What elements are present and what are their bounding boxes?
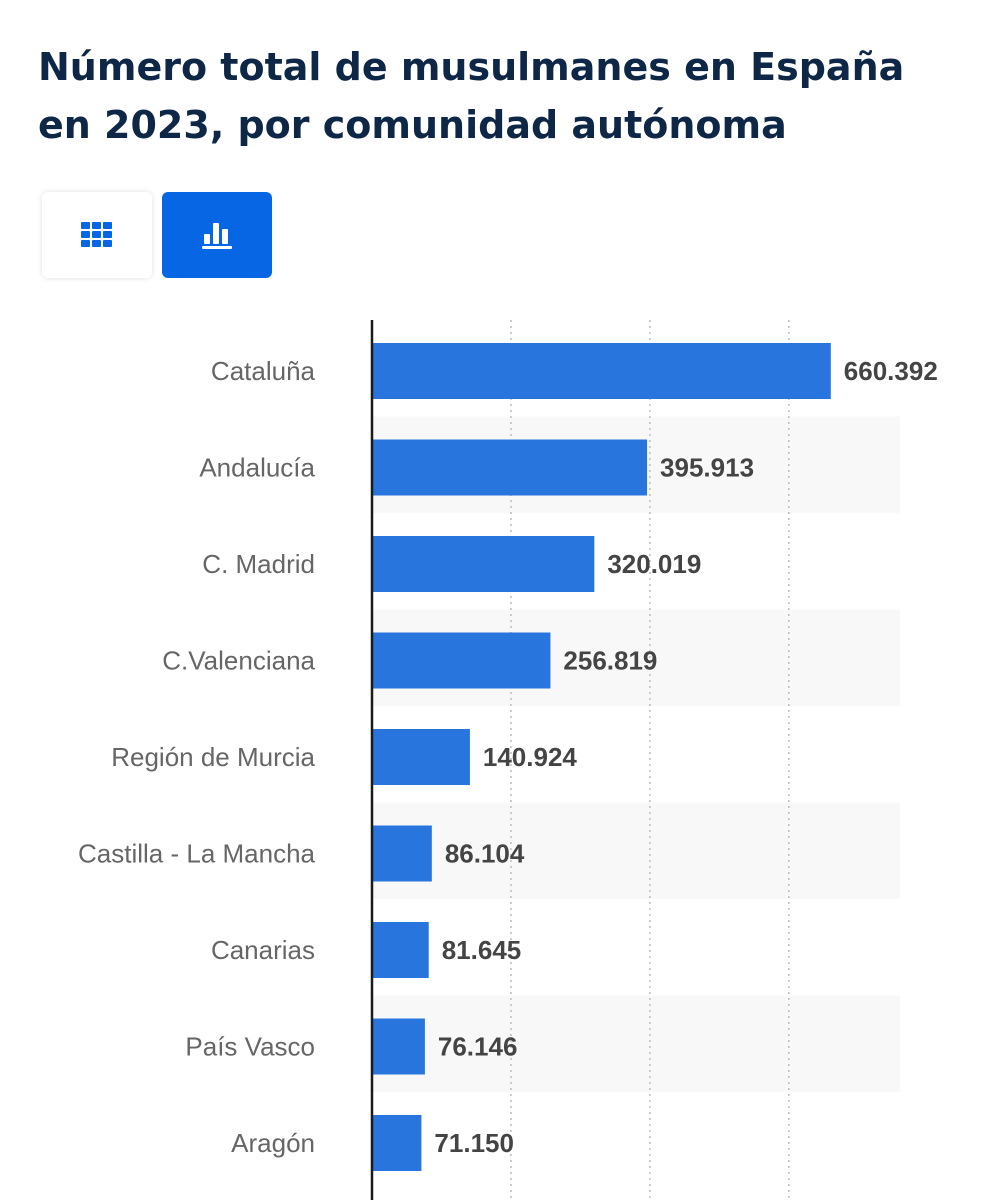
category-label: Aragón — [231, 1128, 315, 1158]
bar — [372, 825, 432, 882]
bar — [372, 632, 551, 689]
row-band — [372, 802, 900, 899]
category-label: País Vasco — [185, 1032, 315, 1062]
bar — [372, 536, 595, 592]
table-view-button[interactable] — [42, 192, 152, 278]
value-label: 660.392 — [844, 356, 938, 386]
category-label: Castilla - La Mancha — [78, 839, 316, 869]
bar-chart-svg: Cataluña 660.392 Andalucía 395.913 C. Madrid… — [78, 320, 938, 1200]
bar-chart-icon — [202, 223, 232, 249]
chart-view-button[interactable] — [162, 192, 272, 278]
bar — [372, 729, 470, 785]
bar — [372, 922, 429, 978]
category-label: Andalucía — [199, 453, 315, 483]
category-label: C. Madrid — [202, 549, 315, 579]
category-label: Canarias — [211, 935, 315, 965]
value-label: 256.819 — [563, 646, 657, 676]
value-label: 71.150 — [434, 1128, 514, 1158]
row-band — [372, 995, 900, 1092]
bar — [372, 439, 648, 496]
category-label: C.Valenciana — [162, 646, 315, 676]
grid-table-icon — [81, 222, 112, 247]
category-label: Cataluña — [211, 356, 316, 386]
bar — [372, 1115, 422, 1171]
view-toggle — [42, 192, 272, 278]
bar-chart: Cataluña 660.392 Andalucía 395.913 C. Madrid… — [0, 320, 986, 1200]
category-label: Región de Murcia — [111, 742, 315, 772]
value-label: 86.104 — [445, 839, 525, 869]
value-label: 320.019 — [607, 549, 701, 579]
bar — [372, 343, 831, 399]
value-label: 76.146 — [438, 1032, 518, 1062]
value-label: 81.645 — [442, 935, 522, 965]
bar — [372, 1018, 425, 1075]
value-label: 395.913 — [660, 453, 754, 483]
page-title: Número total de musulmanes en España en … — [38, 45, 905, 147]
value-label: 140.924 — [483, 742, 578, 772]
